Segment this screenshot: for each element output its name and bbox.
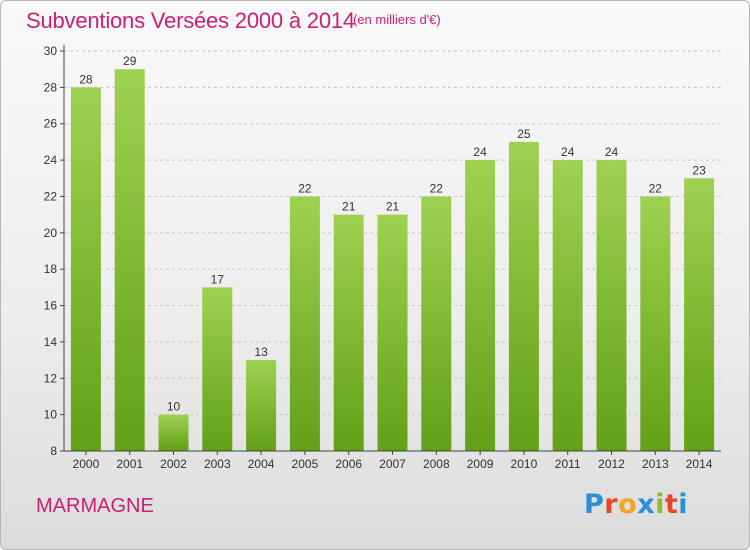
bar-2013 (640, 196, 671, 451)
y-tick-label: 28 (44, 80, 58, 94)
x-tick-label-2005: 2005 (292, 457, 319, 471)
y-tick-label: 30 (44, 44, 58, 58)
axes (60, 45, 721, 455)
bar-2000 (70, 87, 101, 451)
x-tick-label-2004: 2004 (248, 457, 275, 471)
value-label-2013: 22 (649, 181, 663, 195)
value-label-2004: 13 (254, 345, 268, 359)
x-tick-label-2006: 2006 (335, 457, 362, 471)
bar-2009 (465, 160, 496, 451)
y-tick-label: 20 (44, 226, 58, 240)
x-tick-label-2001: 2001 (116, 457, 143, 471)
bar-2001 (114, 69, 145, 451)
bar-2014 (684, 178, 715, 452)
chart-title: Subventions Versées 2000 à 2014 (26, 8, 355, 33)
x-tick-label-2000: 2000 (73, 457, 100, 471)
bar-2004 (246, 360, 277, 451)
y-tick-label: 10 (44, 408, 58, 422)
value-label-2009: 24 (473, 145, 487, 159)
bar-2006 (333, 214, 364, 451)
value-label-2010: 25 (517, 127, 531, 141)
value-label-2002: 10 (167, 400, 181, 414)
x-tick-label-2010: 2010 (511, 457, 538, 471)
y-tick-label: 26 (44, 117, 58, 131)
x-tick-label-2012: 2012 (598, 457, 625, 471)
logo-letter: r (604, 489, 619, 520)
value-label-2011: 24 (561, 145, 575, 159)
x-tick-label-2007: 2007 (379, 457, 406, 471)
value-label-2012: 24 (605, 145, 619, 159)
bar-2007 (377, 214, 408, 451)
logo-letter: P (584, 489, 605, 520)
value-label-2001: 29 (123, 54, 137, 68)
x-tick-label-2013: 2013 (642, 457, 669, 471)
y-tick-label: 8 (50, 444, 57, 458)
logo-letter: x (637, 489, 656, 520)
logo-letter: i (678, 489, 689, 520)
proxiti-logo: Proxiti (584, 489, 688, 520)
value-label-2006: 21 (342, 200, 356, 214)
x-tick-label-2003: 2003 (204, 457, 231, 471)
x-tick-label-2002: 2002 (160, 457, 187, 471)
bar-2002 (158, 414, 189, 451)
x-tick-label-2009: 2009 (467, 457, 494, 471)
bar-2003 (202, 287, 233, 451)
y-tick-label: 16 (44, 299, 58, 313)
x-tick-label-2008: 2008 (423, 457, 450, 471)
y-tick-label: 18 (44, 262, 58, 276)
bar-2012 (596, 160, 627, 451)
value-label-2000: 28 (79, 72, 93, 86)
bar-2010 (508, 141, 539, 451)
y-tick-label: 12 (44, 371, 58, 385)
bar-2005 (289, 196, 320, 451)
logo-letter: i (655, 489, 665, 520)
chart-subtitle: (en milliers d'€) (353, 12, 441, 27)
value-label-2005: 22 (298, 181, 312, 195)
value-label-2014: 23 (692, 163, 706, 177)
bar-2008 (421, 196, 452, 451)
labels: 8 10 12 14 16 18 20 22 24 26 28 30 28 2000 29 2001 10 200… (44, 44, 713, 471)
x-tick-label-2014: 2014 (686, 457, 713, 471)
y-tick-label: 24 (44, 153, 58, 167)
x-tick-label-2011: 2011 (555, 457, 581, 471)
bars (70, 69, 715, 452)
bar-2011 (552, 160, 583, 451)
commune-name: MARMAGNE (36, 495, 154, 517)
y-tick-label: 22 (44, 189, 58, 203)
value-label-2008: 22 (430, 181, 444, 195)
value-label-2003: 17 (211, 272, 225, 286)
logo-letter: o (618, 489, 638, 520)
logo-letter: t (664, 489, 679, 520)
y-tick-label: 14 (44, 335, 58, 349)
value-label-2007: 21 (386, 200, 400, 214)
